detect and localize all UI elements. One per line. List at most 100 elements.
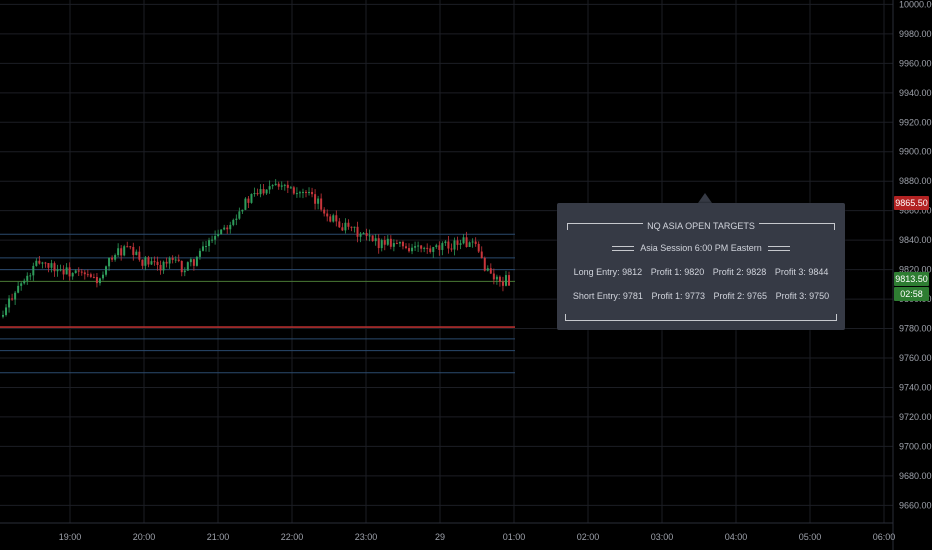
- short-entry: Short Entry: 9781: [572, 291, 643, 301]
- candle-body: [308, 191, 311, 193]
- candle-body: [111, 257, 114, 260]
- candle-body: [353, 226, 356, 228]
- candle-body: [444, 241, 447, 244]
- price-tick-label: 9980.00: [899, 29, 932, 39]
- candle-body: [392, 243, 395, 247]
- candle-body: [138, 251, 141, 260]
- candle-body: [344, 222, 347, 231]
- price-tick-label: 9900.00: [899, 147, 932, 157]
- candle-body: [341, 227, 344, 231]
- candle-body: [474, 241, 477, 244]
- price-badge: 9813.50: [894, 272, 929, 287]
- candle-body: [247, 198, 250, 203]
- price-tick-label: 9860.00: [899, 206, 932, 216]
- candle-body: [250, 194, 253, 203]
- candle-body: [423, 247, 426, 249]
- time-tick-label: 22:00: [281, 532, 304, 542]
- candle-body: [117, 248, 120, 256]
- candle-body: [265, 189, 268, 194]
- tooltip-session: Asia Session 6:00 PM Eastern: [640, 243, 762, 253]
- candle-body: [98, 278, 101, 284]
- candle-body: [86, 274, 89, 276]
- candle-body: [495, 276, 498, 280]
- candle-body: [262, 189, 265, 194]
- time-tick-label: 05:00: [799, 532, 822, 542]
- candle-body: [356, 226, 359, 237]
- candle-body: [153, 261, 156, 263]
- candle-body: [150, 261, 153, 265]
- candle-body: [171, 257, 174, 260]
- candle-body: [311, 191, 314, 195]
- candle-body: [305, 191, 307, 193]
- candle-body: [477, 243, 480, 252]
- time-tick-label: 02:00: [577, 532, 600, 542]
- candle-body: [180, 260, 183, 273]
- candle-body: [350, 226, 353, 228]
- candle-body: [95, 277, 98, 284]
- candle-body: [465, 237, 468, 248]
- grid-lines: [0, 0, 893, 523]
- candle-body: [401, 241, 404, 247]
- candle-body: [414, 246, 417, 248]
- time-tick-label: 19:00: [59, 532, 82, 542]
- candle-body: [459, 243, 462, 245]
- candle-body: [420, 245, 423, 249]
- candle-body: [53, 263, 56, 272]
- price-tick-label: 9920.00: [899, 117, 932, 127]
- candle-body: [323, 209, 326, 214]
- candle-body: [483, 257, 486, 271]
- long-profit-1: Profit 1: 9820: [650, 267, 705, 277]
- candle-body: [108, 257, 111, 267]
- candle-body: [74, 270, 77, 274]
- price-tick-label: 9960.00: [899, 58, 932, 68]
- candle-body: [332, 215, 335, 222]
- short-profit-1: Profit 1: 9773: [651, 291, 705, 301]
- candle-body: [59, 269, 62, 271]
- price-tick-label: 9940.00: [899, 88, 932, 98]
- candle-body: [489, 268, 492, 274]
- candle-body: [274, 183, 277, 186]
- candle-body: [235, 218, 238, 220]
- candle-body: [47, 263, 50, 268]
- price-badge: 02:58: [894, 287, 929, 302]
- candle-body: [432, 247, 435, 252]
- candle-body: [368, 235, 371, 237]
- candle-body: [501, 281, 504, 286]
- candle-body: [371, 235, 374, 242]
- candle-body: [256, 192, 259, 195]
- time-axis[interactable]: 19:00 20:00 21:00 22:00 23:00 29 01:00 02:00 03:…: [59, 532, 896, 542]
- price-tick-label: 9720.00: [899, 412, 932, 422]
- price-tick-label: 9680.00: [899, 471, 932, 481]
- price-tick-label: 9840.00: [899, 235, 932, 245]
- price-axis[interactable]: 10000.00 9980.00 9960.00 9940.00 9920.00 9900…: [899, 0, 932, 510]
- time-tick-label: 29: [435, 532, 445, 542]
- candle-body: [298, 192, 301, 194]
- candle-body: [244, 198, 247, 210]
- candle-body: [450, 248, 453, 250]
- candle-body: [277, 183, 280, 187]
- candle-body: [123, 246, 126, 256]
- candle-body: [329, 216, 332, 222]
- price-tick-label: 9740.00: [899, 382, 932, 392]
- candle-body: [147, 257, 150, 265]
- candle-body: [50, 263, 53, 268]
- candle-body: [374, 238, 377, 242]
- candle-body: [105, 266, 108, 275]
- candle-body: [201, 246, 204, 251]
- candle-body: [386, 238, 389, 245]
- long-entry: Long Entry: 9812: [573, 267, 643, 277]
- candle-body: [56, 269, 59, 272]
- candle-body: [26, 275, 29, 281]
- candle-body: [5, 307, 8, 315]
- candle-body: [89, 274, 92, 277]
- candle-body: [11, 298, 14, 300]
- candle-body: [389, 238, 392, 247]
- candle-body: [241, 209, 244, 212]
- candle-body: [2, 314, 4, 317]
- target-levels: [0, 233, 515, 374]
- candle-body: [289, 187, 292, 189]
- time-tick-label: 20:00: [133, 532, 156, 542]
- candle-body: [504, 275, 507, 286]
- candle-body: [438, 245, 441, 250]
